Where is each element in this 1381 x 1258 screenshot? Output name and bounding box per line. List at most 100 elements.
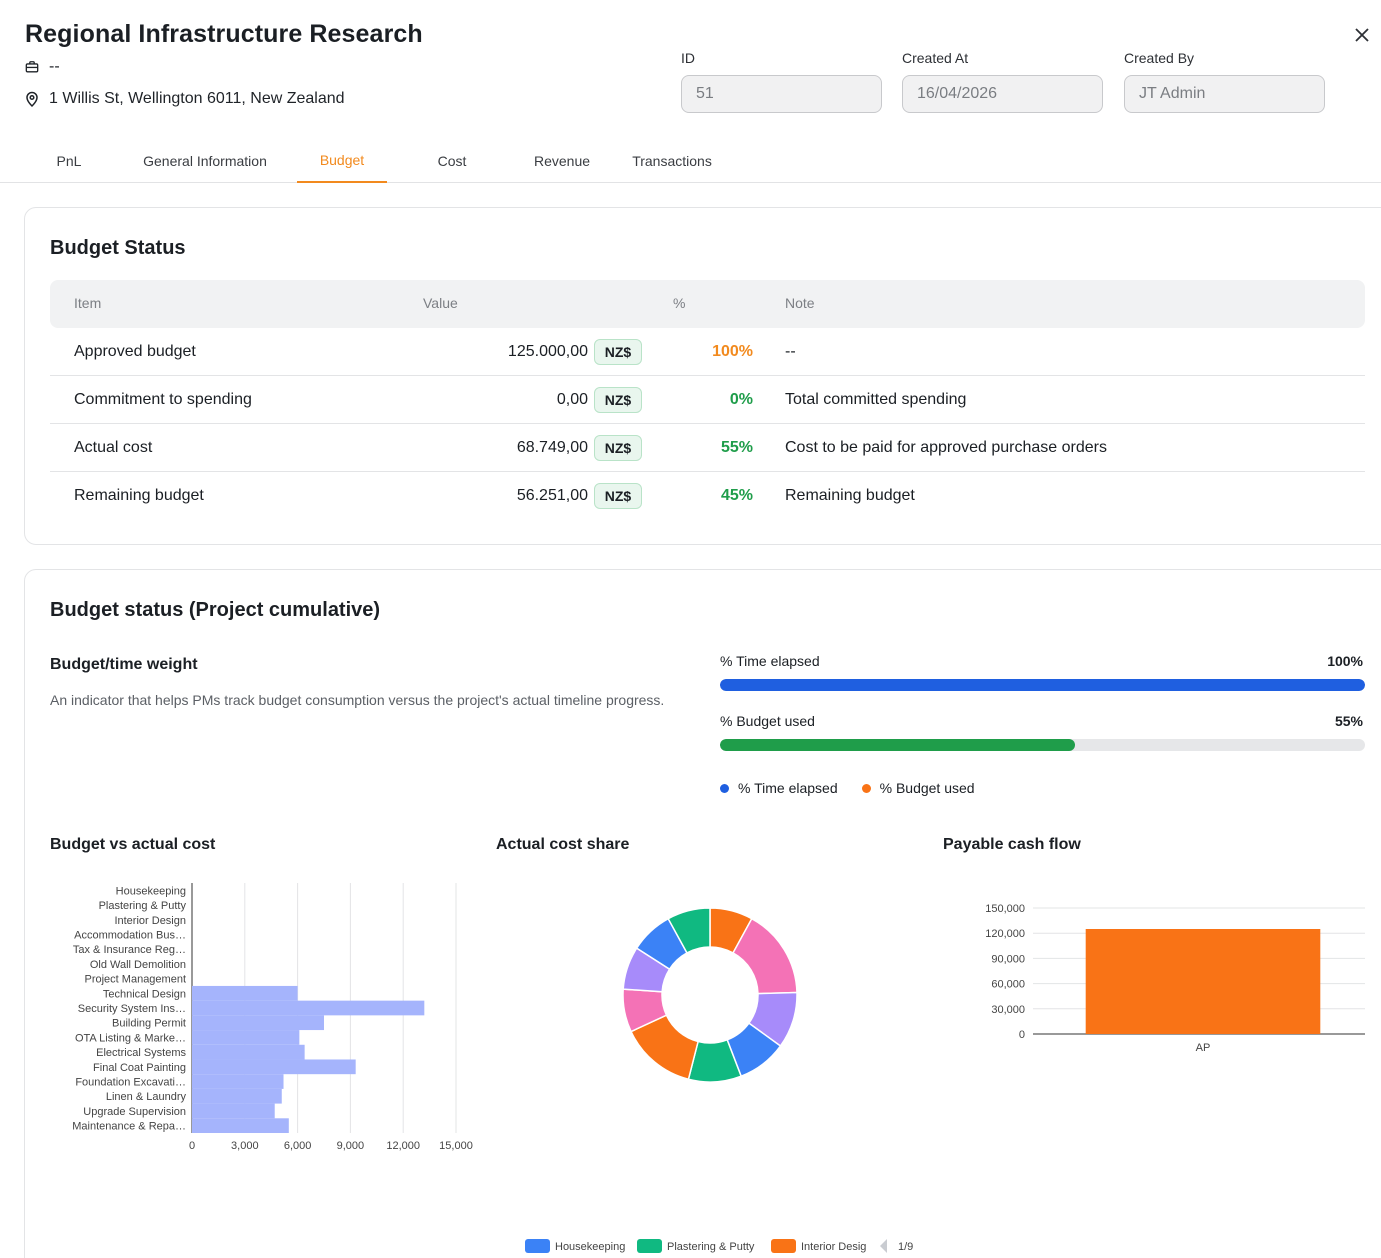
- legend-swatch: [637, 1239, 662, 1253]
- row-note: --: [785, 343, 796, 360]
- legend-page: 1/9: [898, 1241, 913, 1253]
- y-tick-label: 90,000: [991, 953, 1025, 965]
- tab-transactions[interactable]: Transactions: [632, 152, 712, 169]
- map-pin-icon: [26, 91, 38, 107]
- budget-vs-actual-title: Budget vs actual cost: [50, 836, 216, 853]
- tab-cost[interactable]: Cost: [437, 152, 467, 169]
- cost-share-title: Actual cost share: [496, 836, 630, 853]
- y-category-label: Project Management: [85, 974, 187, 986]
- budget-used-bar: [720, 739, 1365, 751]
- col-note: Note: [785, 295, 815, 311]
- currency-badge: NZ$: [594, 339, 642, 365]
- bar: [192, 1103, 275, 1119]
- tab-budget[interactable]: Budget: [297, 138, 387, 183]
- time-elapsed-bar: [720, 679, 1365, 691]
- row-item: Actual cost: [74, 439, 153, 456]
- bar: [192, 1015, 324, 1031]
- currency-badge: NZ$: [594, 387, 642, 413]
- created-at-label: Created At: [902, 50, 969, 66]
- bar: [192, 1118, 289, 1133]
- bar: [192, 985, 298, 1001]
- row-value: 125.000,00: [507, 343, 588, 360]
- bar: [192, 1030, 300, 1045]
- currency-badge: NZ$: [594, 435, 642, 461]
- tab-general-information[interactable]: General Information: [143, 152, 267, 169]
- row-pct: 100%: [712, 343, 753, 360]
- company-row: --: [25, 58, 60, 76]
- budget-used-value: 55%: [1334, 713, 1363, 729]
- y-tick-label: 120,000: [985, 928, 1025, 940]
- budget-status-title: Budget Status: [50, 237, 186, 259]
- y-category-label: Housekeeping: [116, 885, 186, 897]
- page-title: Regional Infrastructure Research: [25, 20, 423, 48]
- id-label: ID: [681, 50, 695, 66]
- cost-share-donut-chart: [622, 907, 798, 1083]
- y-category-label: Electrical Systems: [96, 1047, 186, 1059]
- y-category-label: OTA Listing & Marke…: [75, 1032, 186, 1044]
- cost-share-legend: Housekeeping Plastering & Putty Interior D…: [525, 1239, 913, 1253]
- y-category-label: Accommodation Bus…: [74, 929, 186, 941]
- tab-pnl[interactable]: PnL: [56, 152, 82, 169]
- legend-dot: [861, 783, 871, 793]
- progress-legend: % Time elapsed % Budget used: [720, 780, 975, 796]
- legend-label: Plastering & Putty: [667, 1241, 755, 1253]
- created-at-input[interactable]: 16/04/2026: [902, 75, 1103, 113]
- address-value: 1 Willis St, Wellington 6011, New Zealan…: [49, 90, 345, 107]
- bar: [192, 1059, 356, 1075]
- row-item: Commitment to spending: [74, 391, 252, 408]
- time-elapsed-label: % Time elapsed: [720, 653, 820, 669]
- bar: [192, 1074, 284, 1089]
- y-category-label: Maintenance & Repa…: [72, 1121, 186, 1133]
- id-input[interactable]: 51: [681, 75, 882, 113]
- y-category-label: Security System Ins…: [78, 1003, 186, 1015]
- tab-bar: PnL General Information Budget Cost Reve…: [0, 138, 1381, 183]
- payable-cash-flow-chart: 0 30,000 60,000 90,000 120,000 150,000 AP: [985, 903, 1365, 1054]
- row-note: Cost to be paid for approved purchase or…: [785, 439, 1107, 456]
- created-by-input[interactable]: JT Admin: [1124, 75, 1325, 113]
- time-elapsed-fill: [720, 679, 1365, 691]
- id-field: ID 51: [681, 50, 882, 113]
- y-category-label: Old Wall Demolition: [90, 959, 186, 971]
- legend-time-label: % Time elapsed: [738, 780, 838, 796]
- legend-label: Housekeeping: [555, 1241, 625, 1253]
- budget-status-card: Budget Status Item Value % Note Approved…: [24, 207, 1381, 545]
- legend-budget-label: % Budget used: [879, 780, 975, 796]
- legend-label: Interior Desig: [801, 1241, 866, 1253]
- bar: [192, 1044, 305, 1060]
- tab-revenue[interactable]: Revenue: [533, 152, 591, 169]
- created-by-label: Created By: [1124, 50, 1195, 66]
- row-value: 56.251,00: [516, 487, 588, 504]
- col-value: Value: [423, 295, 458, 311]
- y-category-label: Tax & Insurance Reg…: [73, 944, 186, 956]
- y-tick-label: 150,000: [985, 903, 1025, 915]
- briefcase-icon: [25, 61, 39, 73]
- legend-swatch: [525, 1239, 550, 1253]
- cumulative-card: Budget status (Project cumulative) Budge…: [24, 569, 1381, 1258]
- company-value: --: [49, 58, 60, 75]
- budget-vs-actual-chart: 0 3,000 6,000 9,000 12,000 15,000 Housekeeping…: [72, 883, 473, 1152]
- row-value: 0,00: [556, 391, 588, 408]
- x-tick-label: 0: [189, 1140, 195, 1152]
- col-item: Item: [74, 295, 102, 311]
- y-category-label: Linen & Laundry: [106, 1091, 187, 1103]
- x-tick-label: 12,000: [386, 1140, 420, 1152]
- created-by-field: Created By JT Admin: [1124, 50, 1325, 113]
- created-at-field: Created At 16/04/2026: [902, 50, 1103, 113]
- close-icon[interactable]: [1351, 24, 1373, 46]
- legend-prev-icon: [880, 1239, 887, 1253]
- legend-swatch: [771, 1239, 796, 1253]
- col-pct: %: [673, 295, 686, 311]
- donut-slice: [667, 907, 711, 954]
- row-item: Remaining budget: [74, 487, 204, 504]
- table-header: Item Value % Note: [50, 280, 1365, 328]
- bar: [192, 1088, 282, 1104]
- bar: [1085, 929, 1321, 1034]
- y-category-label: Technical Design: [103, 988, 186, 1000]
- weight-title: Budget/time weight: [50, 656, 198, 673]
- x-category-label: AP: [1196, 1042, 1211, 1054]
- y-tick-label: 30,000: [991, 1004, 1025, 1016]
- x-tick-label: 3,000: [231, 1140, 259, 1152]
- weight-description: An indicator that helps PMs track budget…: [50, 692, 665, 708]
- row-note: Remaining budget: [785, 487, 915, 504]
- currency-badge: NZ$: [594, 483, 642, 509]
